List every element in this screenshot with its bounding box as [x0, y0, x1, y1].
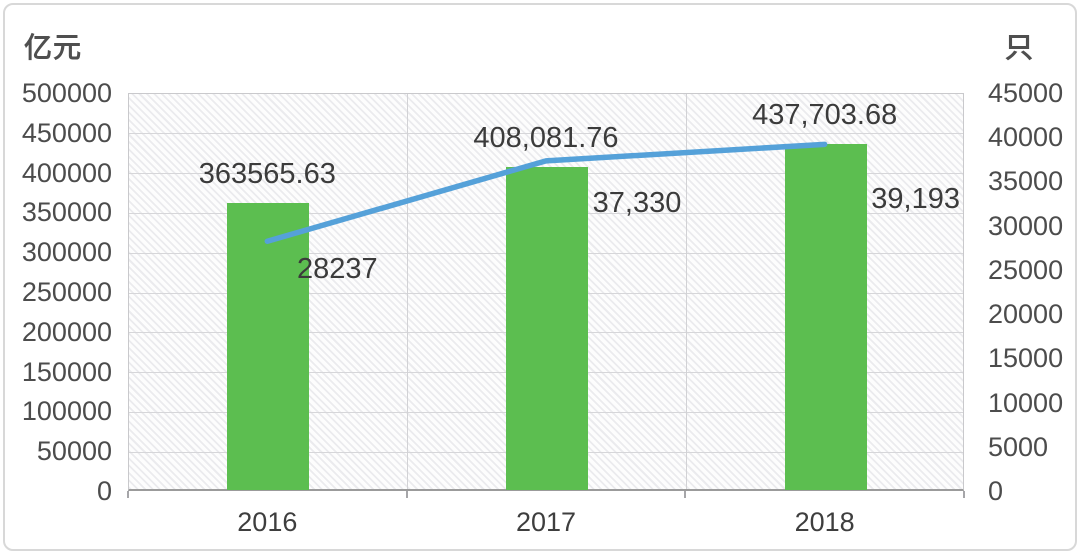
left-axis-tick-label: 200000	[21, 316, 112, 347]
left-axis-tick-label: 400000	[21, 157, 112, 188]
right-axis-tick-label: 35000	[988, 166, 1064, 197]
right-axis-title: 只	[1004, 32, 1034, 63]
right-axis-tick-label: 25000	[988, 254, 1064, 285]
trend-line	[264, 141, 828, 245]
left-axis-tick-label: 350000	[21, 197, 112, 228]
bar-value-label: 408,081.76	[473, 122, 619, 155]
x-axis-tick-mark	[963, 491, 965, 498]
right-axis-tick-label: 5000	[988, 431, 1049, 462]
right-axis-tick-label: 15000	[988, 343, 1064, 374]
bar-2017	[506, 167, 588, 490]
x-axis-label: 2018	[794, 507, 855, 537]
left-axis-tick-label: 50000	[36, 436, 112, 467]
x-axis-tick-mark	[684, 491, 687, 498]
right-axis-tick-label: 20000	[988, 299, 1064, 330]
gridline-horizontal	[129, 133, 963, 135]
right-axis-tick-label: 0	[988, 476, 1004, 506]
x-axis-label: 2017	[515, 507, 577, 537]
right-axis-tick-label: 30000	[988, 210, 1064, 241]
left-axis-tick-label: 150000	[21, 356, 112, 387]
right-axis-tick-label: 45000	[988, 78, 1064, 108]
gridline-vertical	[407, 94, 409, 489]
left-axis-tick-label: 450000	[21, 117, 112, 148]
gridline-vertical	[685, 94, 687, 489]
bar-2018	[784, 143, 867, 490]
x-axis-tick-mark	[405, 491, 408, 498]
bar-value-label: 437,703.68	[752, 98, 898, 131]
x-axis-label: 2016	[237, 507, 298, 537]
line-value-label: 39,193	[871, 183, 961, 216]
left-axis-tick-label: 250000	[21, 277, 112, 307]
right-axis-tick-label: 40000	[988, 122, 1064, 153]
right-axis-tick-label: 10000	[988, 387, 1064, 418]
line-value-label: 28237	[297, 253, 378, 286]
bar-2016	[227, 202, 310, 490]
left-axis-tick-label: 500000	[21, 78, 112, 108]
left-axis-tick-label: 0	[96, 476, 112, 506]
left-axis-title: 亿元	[24, 32, 83, 63]
bar-value-label: 363565.63	[198, 157, 336, 190]
left-axis-tick-label: 100000	[21, 396, 112, 427]
left-axis-tick-label: 300000	[21, 237, 112, 268]
line-value-label: 37,330	[592, 186, 682, 219]
trend-line-layer	[264, 141, 828, 245]
x-axis-tick-mark	[127, 491, 129, 498]
